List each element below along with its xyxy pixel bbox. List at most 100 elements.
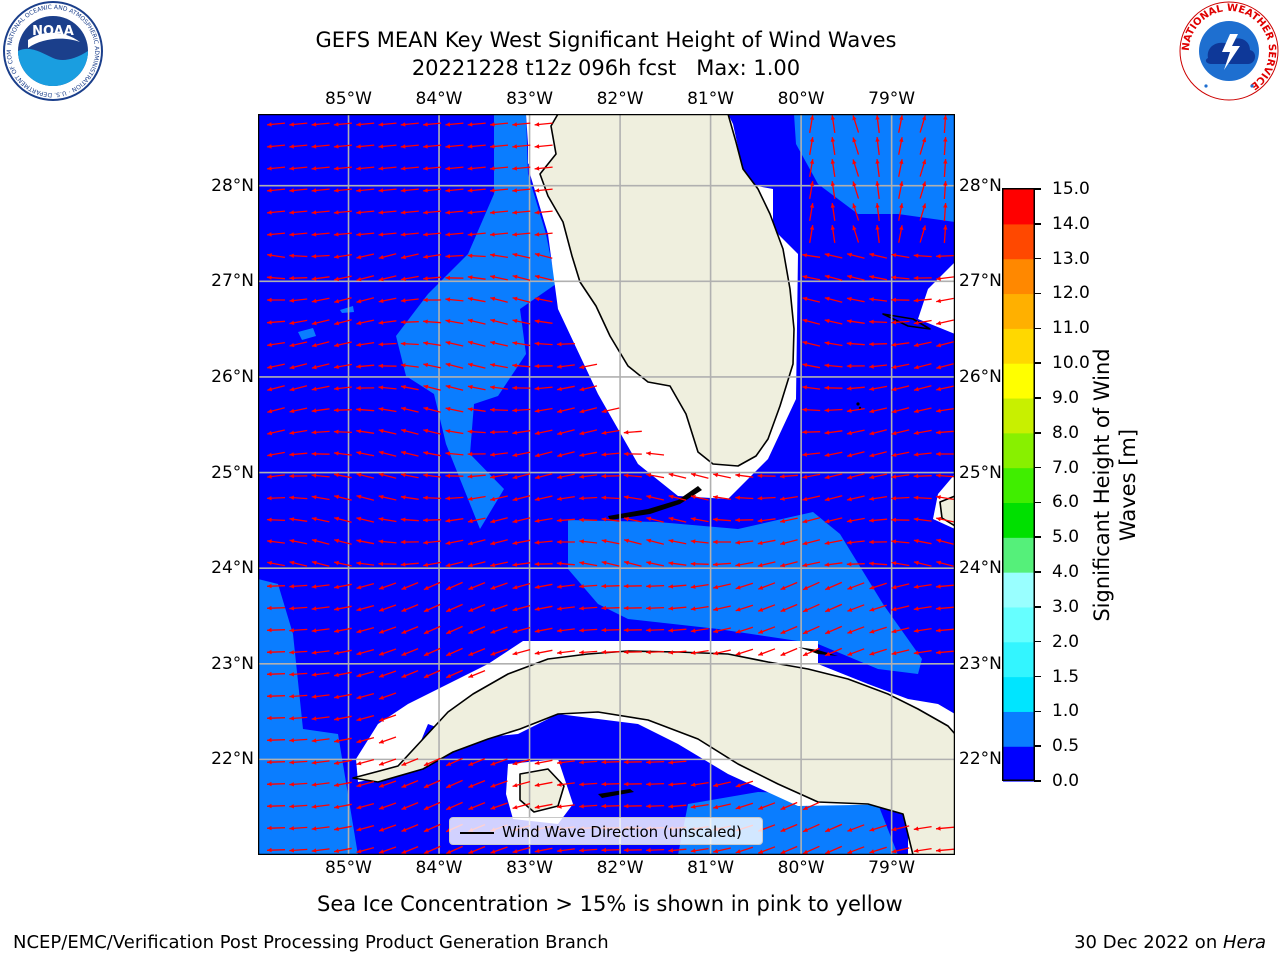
wave-direction-arrow <box>891 297 910 303</box>
wave-direction-arrow <box>869 846 887 854</box>
wave-direction-arrow <box>289 738 308 743</box>
wave-direction-arrow <box>266 759 286 765</box>
wave-direction-arrow <box>809 202 815 222</box>
wave-direction-arrow <box>333 737 352 743</box>
wave-direction-arrow <box>891 342 910 347</box>
wave-direction-arrow <box>334 319 352 326</box>
wave-direction-arrow <box>311 628 330 633</box>
wave-direction-arrow <box>311 341 330 348</box>
wave-direction-arrow <box>289 363 308 370</box>
wave-direction-arrow <box>913 363 932 370</box>
wave-direction-arrow <box>623 451 642 457</box>
wave-direction-arrow <box>735 582 754 590</box>
wave-direction-arrow <box>512 318 531 325</box>
wave-direction-arrow <box>311 650 330 655</box>
wave-direction-arrow <box>423 625 441 635</box>
wave-direction-arrow <box>266 847 286 853</box>
wave-direction-arrow <box>445 319 464 325</box>
wave-direction-arrow <box>512 430 531 435</box>
wave-direction-arrow <box>490 802 508 810</box>
wave-direction-arrow <box>311 144 330 149</box>
wave-direction-arrow <box>266 188 286 193</box>
wave-direction-arrow <box>356 802 375 810</box>
wave-direction-arrow <box>869 604 887 612</box>
wave-direction-arrow <box>757 518 776 523</box>
wave-direction-arrow <box>512 802 531 810</box>
colorbar-tick-mark <box>1034 675 1041 678</box>
wave-direction-arrow <box>467 429 486 434</box>
wave-direction-arrow <box>423 603 441 613</box>
wave-direction-arrow <box>802 429 821 435</box>
wave-direction-arrow <box>824 385 843 391</box>
wave-direction-arrow <box>690 583 709 589</box>
wave-direction-arrow <box>267 407 285 414</box>
wave-direction-arrow <box>266 253 286 259</box>
wave-direction-arrow <box>668 584 687 589</box>
wave-direction-arrow <box>623 560 642 567</box>
wave-direction-arrow <box>423 319 442 324</box>
wave-direction-arrow <box>891 429 910 436</box>
wave-direction-arrow <box>490 780 508 788</box>
wave-direction-arrow <box>467 561 486 568</box>
wave-direction-arrow <box>266 232 286 237</box>
wave-direction-arrow <box>512 648 531 656</box>
wave-direction-arrow <box>489 407 509 412</box>
wave-direction-arrow <box>623 605 642 611</box>
wave-direction-arrow <box>556 385 575 391</box>
wave-direction-arrow <box>913 605 932 611</box>
lat-tick-left: 25°N <box>211 462 254 483</box>
wave-direction-arrow <box>423 341 442 347</box>
noaa-logo-icon: NATIONAL OCEANIC AND ATMOSPHERIC ADMINIS… <box>2 0 103 101</box>
wave-direction-arrow <box>943 158 948 178</box>
wave-direction-arrow <box>668 848 687 853</box>
wave-direction-arrow <box>534 473 553 480</box>
wave-direction-arrow <box>512 144 531 149</box>
colorbar-cell <box>1003 363 1034 399</box>
wave-direction-arrow <box>869 407 888 414</box>
wave-direction-arrow <box>490 539 508 546</box>
wave-direction-arrow <box>891 649 910 656</box>
wave-direction-arrow <box>333 583 352 589</box>
wave-direction-arrow <box>356 494 375 501</box>
wave-direction-arrow <box>445 232 464 237</box>
wave-direction-arrow <box>623 649 642 655</box>
wave-direction-arrow <box>266 320 286 325</box>
wave-direction-arrow <box>869 561 888 566</box>
wave-direction-arrow <box>467 517 486 524</box>
colorbar-tick-label: 12.0 <box>1052 283 1090 304</box>
wave-direction-arrow <box>333 451 352 456</box>
wave-direction-arrow <box>735 604 754 612</box>
wave-direction-arrow <box>356 692 375 700</box>
wave-direction-arrow <box>490 318 508 325</box>
wave-direction-arrow <box>809 114 815 134</box>
wave-direction-arrow <box>467 210 486 215</box>
wave-direction-arrow <box>378 626 397 634</box>
wave-direction-arrow <box>311 473 330 478</box>
wave-direction-arrow <box>423 845 441 855</box>
wave-direction-arrow <box>534 517 553 523</box>
wave-direction-arrow <box>266 144 286 149</box>
wave-direction-arrow <box>935 628 955 633</box>
wave-direction-arrow <box>512 363 531 368</box>
colorbar-tick-label: 1.0 <box>1052 701 1080 722</box>
wave-direction-arrow <box>311 584 330 589</box>
wave-direction-arrow <box>534 495 553 502</box>
wave-direction-arrow <box>875 115 880 133</box>
wave-direction-arrow <box>289 560 308 567</box>
wave-direction-arrow <box>468 603 486 613</box>
colorbar-tick-mark <box>1034 466 1041 469</box>
wave-direction-arrow <box>869 451 887 458</box>
wave-direction-arrow <box>846 341 865 346</box>
wave-direction-arrow <box>919 181 927 199</box>
wave-direction-arrow <box>690 605 709 611</box>
colorbar-cell <box>1003 746 1034 782</box>
colorbar-tick-label: 6.0 <box>1052 492 1080 513</box>
wave-direction-arrow <box>467 451 486 457</box>
wave-direction-arrow <box>289 804 308 809</box>
wave-direction-arrow <box>802 363 821 369</box>
wave-direction-arrow <box>809 158 815 178</box>
wave-direction-arrow <box>690 472 709 479</box>
wave-direction-arrow <box>423 779 441 789</box>
wave-direction-arrow <box>423 144 442 149</box>
wave-direction-arrow <box>780 539 798 546</box>
